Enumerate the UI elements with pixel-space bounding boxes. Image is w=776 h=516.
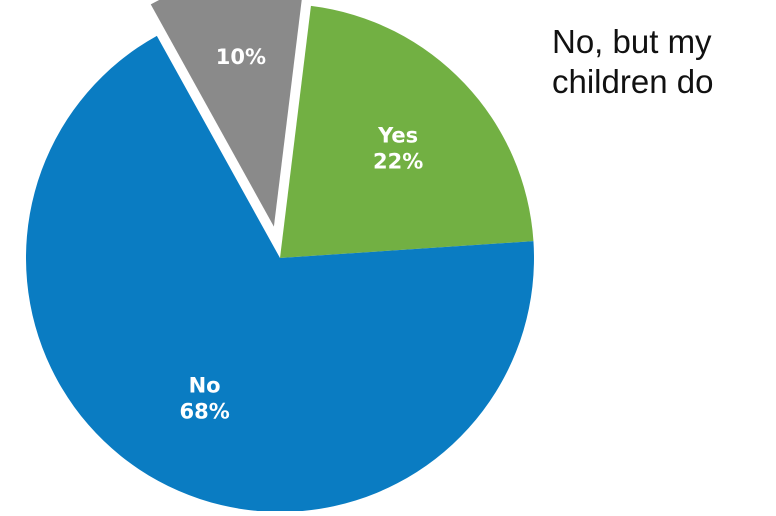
slice-value-label: 68% [179,399,229,423]
pie-slice-label: No 68% [179,373,229,423]
callout-line-2: children do [552,63,714,100]
callout-line-1: No, but my [552,23,712,60]
pie-slice-yes [280,5,534,258]
slice-value-label: 10% [216,45,266,69]
pie-slice-label: Yes 22% [373,123,423,173]
pie-slice-label: 10% [216,45,266,69]
pie-slice-no-but-my-children-do [150,0,302,227]
pie-slice-no [25,35,534,513]
slice-category-label: No [189,373,221,397]
slice-value-label: 22% [373,149,423,173]
exploded-slice-callout: No, but my children do [552,22,713,102]
slice-category-label: Yes [377,123,418,147]
